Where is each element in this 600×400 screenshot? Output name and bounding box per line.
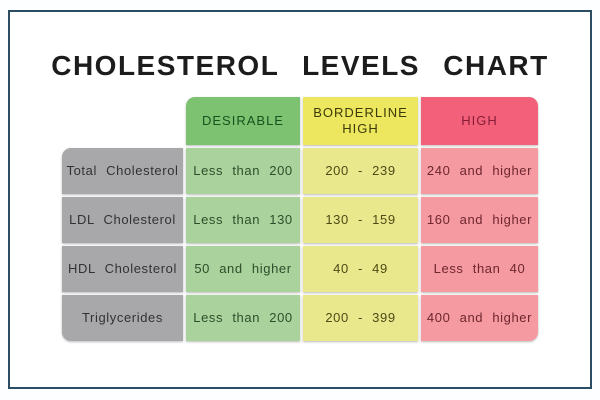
- header-spacer-cell: [62, 97, 183, 145]
- cholesterol-table: DESIRABLE BORDERLINE HIGH HIGH Total Cho…: [62, 97, 538, 341]
- cell-triglycerides-desirable: Less than 200: [186, 295, 300, 341]
- cell-hdl-high: Less than 40: [421, 246, 538, 292]
- cell-hdl-borderline: 40 - 49: [303, 246, 418, 292]
- row-header-ldl-cholesterol: LDL Cholesterol: [62, 197, 183, 243]
- cell-triglycerides-high: 400 and higher: [421, 295, 538, 341]
- cell-total-borderline: 200 - 239: [303, 148, 418, 194]
- column-header-desirable: DESIRABLE: [186, 97, 300, 145]
- cell-ldl-high: 160 and higher: [421, 197, 538, 243]
- row-header-triglycerides: Triglycerides: [62, 295, 183, 341]
- cell-hdl-desirable: 50 and higher: [186, 246, 300, 292]
- row-header-total-cholesterol: Total Cholesterol: [62, 148, 183, 194]
- cell-ldl-borderline: 130 - 159: [303, 197, 418, 243]
- column-header-high: HIGH: [421, 97, 538, 145]
- cell-ldl-desirable: Less than 130: [186, 197, 300, 243]
- cell-triglycerides-borderline: 200 - 399: [303, 295, 418, 341]
- page-title: CHOLESTEROL LEVELS CHART: [51, 50, 549, 81]
- row-header-hdl-cholesterol: HDL Cholesterol: [62, 246, 183, 292]
- column-header-borderline-high: BORDERLINE HIGH: [303, 97, 418, 145]
- cell-total-high: 240 and higher: [421, 148, 538, 194]
- cell-total-desirable: Less than 200: [186, 148, 300, 194]
